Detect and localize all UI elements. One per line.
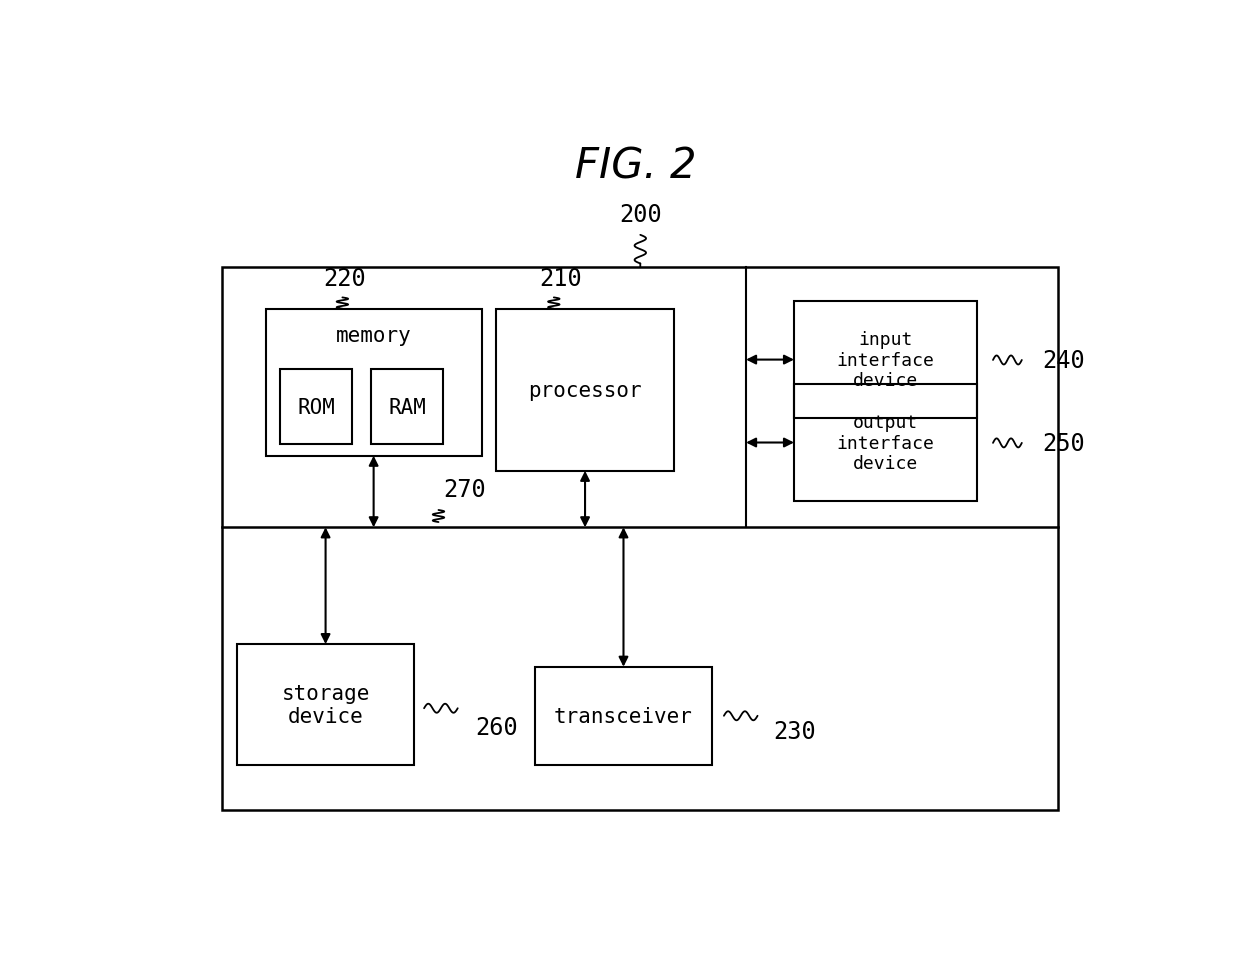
Bar	[534, 667, 713, 765]
Text: 250: 250	[1042, 431, 1085, 456]
Text: transceiver: transceiver	[554, 706, 693, 726]
Text: memory: memory	[336, 326, 412, 346]
Text: 240: 240	[1042, 348, 1085, 373]
Bar	[237, 645, 414, 765]
Text: storage
device: storage device	[281, 684, 370, 727]
Text: 200: 200	[619, 202, 662, 227]
Text: 210: 210	[539, 267, 582, 290]
Bar	[280, 370, 352, 445]
Text: processor: processor	[528, 380, 642, 400]
Text: FIG. 2: FIG. 2	[575, 146, 696, 188]
Bar	[222, 268, 1058, 810]
Text: ROM: ROM	[298, 397, 335, 418]
Text: output
interface
device: output interface device	[837, 414, 934, 472]
Bar	[371, 370, 444, 445]
Text: 230: 230	[773, 719, 816, 743]
Bar	[794, 384, 977, 502]
Bar	[794, 302, 977, 419]
Text: RAM: RAM	[388, 397, 427, 418]
Bar	[265, 309, 481, 456]
Text: 270: 270	[444, 477, 486, 502]
Bar	[496, 309, 675, 471]
Text: input
interface
device: input interface device	[837, 331, 934, 390]
Text: 220: 220	[324, 267, 366, 290]
Text: 260: 260	[475, 715, 518, 739]
